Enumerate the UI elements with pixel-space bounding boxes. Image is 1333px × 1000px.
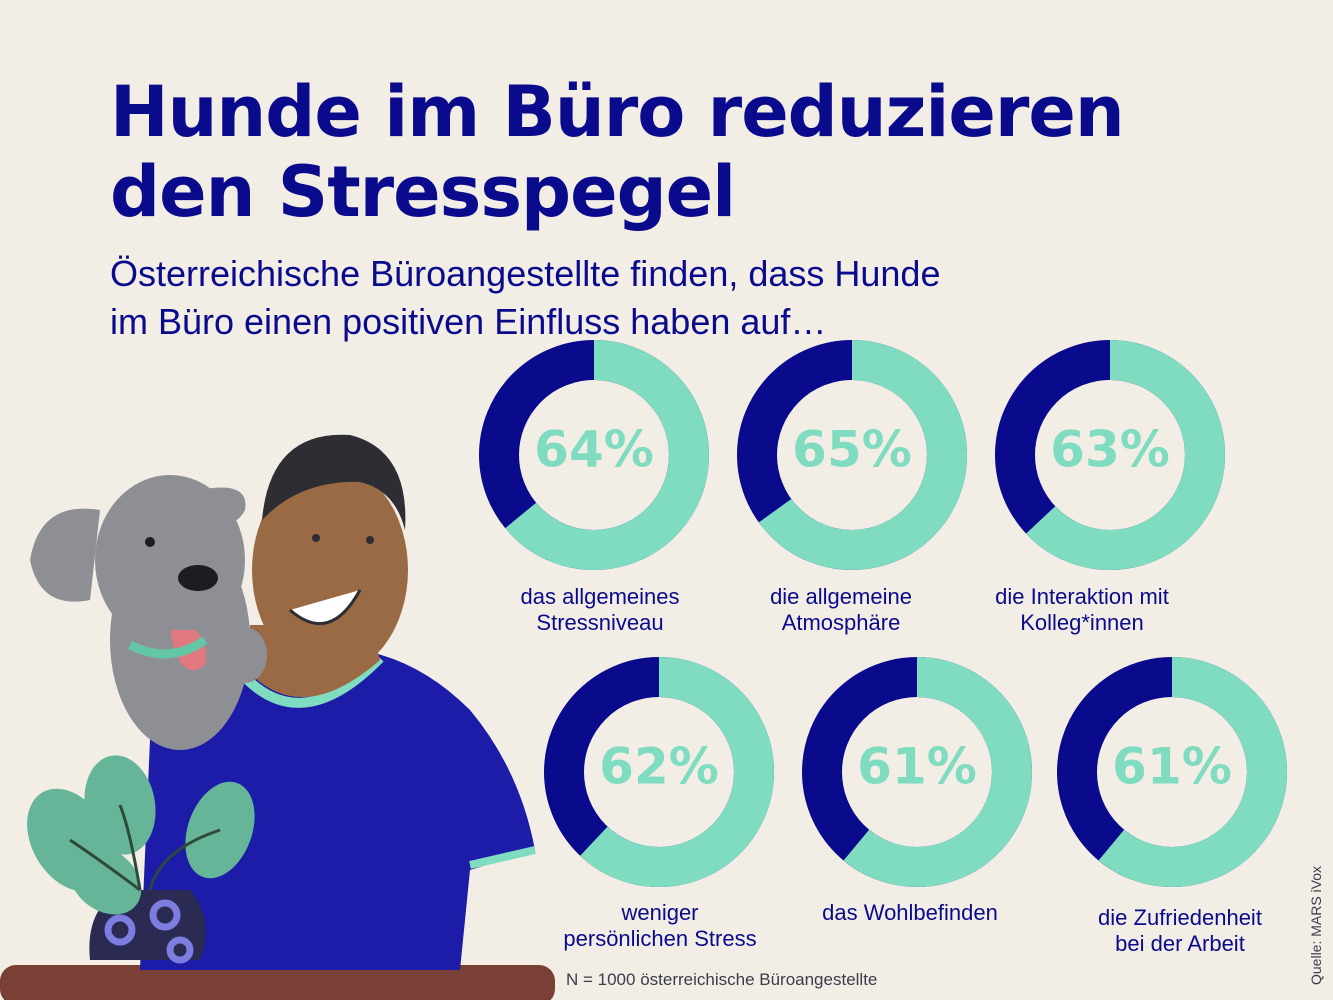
sample-size-note: N = 1000 österreichische Büroangestellte (566, 970, 878, 989)
donut-category-label-3: die Interaktion mit Kolleg*innen (995, 584, 1169, 635)
donut-chart-5: 61% (802, 657, 1032, 887)
donut-category-label-4: weniger persönlichen Stress (563, 900, 757, 951)
donut-value-label-5: 61% (857, 738, 977, 796)
donut-category-label-1: das allgemeines Stressniveau (520, 584, 680, 635)
dog-head-icon (95, 475, 245, 645)
donut-value-arc-2 (737, 340, 967, 570)
subtitle-line-2: im Büro einen positiven Einfluss haben a… (110, 301, 827, 342)
donut-value-arc-5 (802, 657, 1032, 887)
title-line-1: Hunde im Büro reduzieren (110, 71, 1125, 153)
donut-value-label-1: 64% (534, 421, 654, 479)
donut-value-label-3: 63% (1050, 421, 1170, 479)
donut-chart-6: 61% (1057, 657, 1287, 887)
donut-category-label-6: die Zufriedenheit bei der Arbeit (1098, 905, 1262, 956)
shirt-icon (140, 650, 535, 970)
plant-icon (27, 755, 255, 964)
subtitle-line-1: Österreichische Büroangestellte finden, … (110, 253, 941, 294)
donut-chart-4: 62% (544, 657, 774, 887)
hair-icon (262, 434, 406, 530)
table-icon (0, 965, 555, 1000)
man-face-icon (252, 465, 408, 675)
illustration (0, 434, 555, 1000)
donut-chart-1: 64% (479, 340, 709, 570)
donut-chart-2: 65% (737, 340, 967, 570)
title-line-2: den Stresspegel (110, 151, 736, 233)
donut-value-label-4: 62% (599, 738, 719, 796)
donut-value-label-2: 65% (792, 421, 912, 479)
donut-chart-3: 63% (995, 340, 1225, 570)
donut-value-arc-1 (479, 340, 709, 570)
subtitle: Österreichische Büroangestellte finden, … (110, 250, 1210, 346)
donut-category-label-5: das Wohlbefinden (822, 900, 998, 925)
donut-value-arc-6 (1057, 657, 1287, 887)
donut-value-arc-4 (544, 657, 774, 887)
donut-value-label-6: 61% (1112, 738, 1232, 796)
source-credit: Quelle: MARS iVox (1308, 865, 1324, 985)
donut-category-label-2: die allgemeine Atmosphäre (770, 584, 912, 635)
page-title: Hunde im Büro reduzieren den Stresspegel (110, 72, 1210, 232)
donut-value-arc-3 (995, 340, 1225, 570)
